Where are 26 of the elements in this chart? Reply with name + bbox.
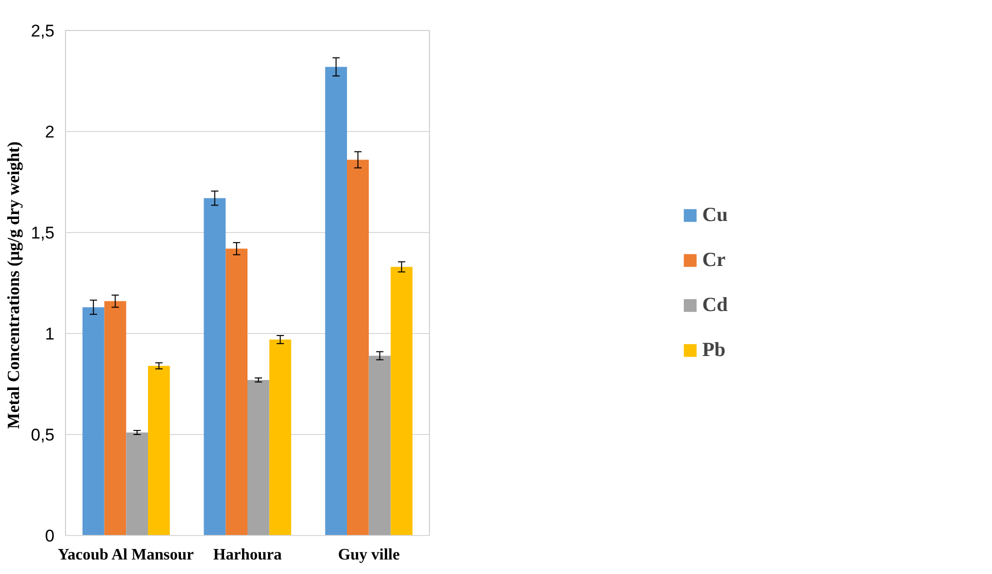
bar: [226, 248, 248, 536]
x-tick-label: Guy ville: [338, 546, 400, 564]
legend-label: Cd: [702, 294, 728, 316]
bar: [204, 198, 226, 536]
bar: [368, 356, 391, 536]
y-tick-label: 2: [45, 122, 55, 142]
legend-label: Cu: [702, 204, 728, 226]
bar: [82, 307, 104, 536]
bar: [346, 160, 369, 536]
bar: [390, 266, 413, 536]
bar: [248, 380, 270, 536]
y-tick-label: 1: [45, 324, 55, 344]
legend-label: Cr: [702, 248, 726, 272]
y-tick-label: 2,5: [30, 22, 55, 40]
bar: [269, 340, 292, 536]
bar: [126, 432, 148, 536]
y-tick-label: 0: [45, 526, 55, 546]
bar: [148, 366, 170, 536]
bar: [104, 301, 126, 536]
legend-label: Pb: [702, 338, 726, 362]
y-tick-label: 0,5: [30, 426, 55, 444]
y-axis-title: Metal Concentrations (µg/g dry weight): [4, 141, 23, 429]
x-tick-label: Yacoub Al Mansour: [58, 546, 194, 564]
bar: [325, 66, 347, 536]
x-tick-label: Harhoura: [213, 546, 282, 564]
y-tick-label: 1,5: [30, 224, 55, 242]
